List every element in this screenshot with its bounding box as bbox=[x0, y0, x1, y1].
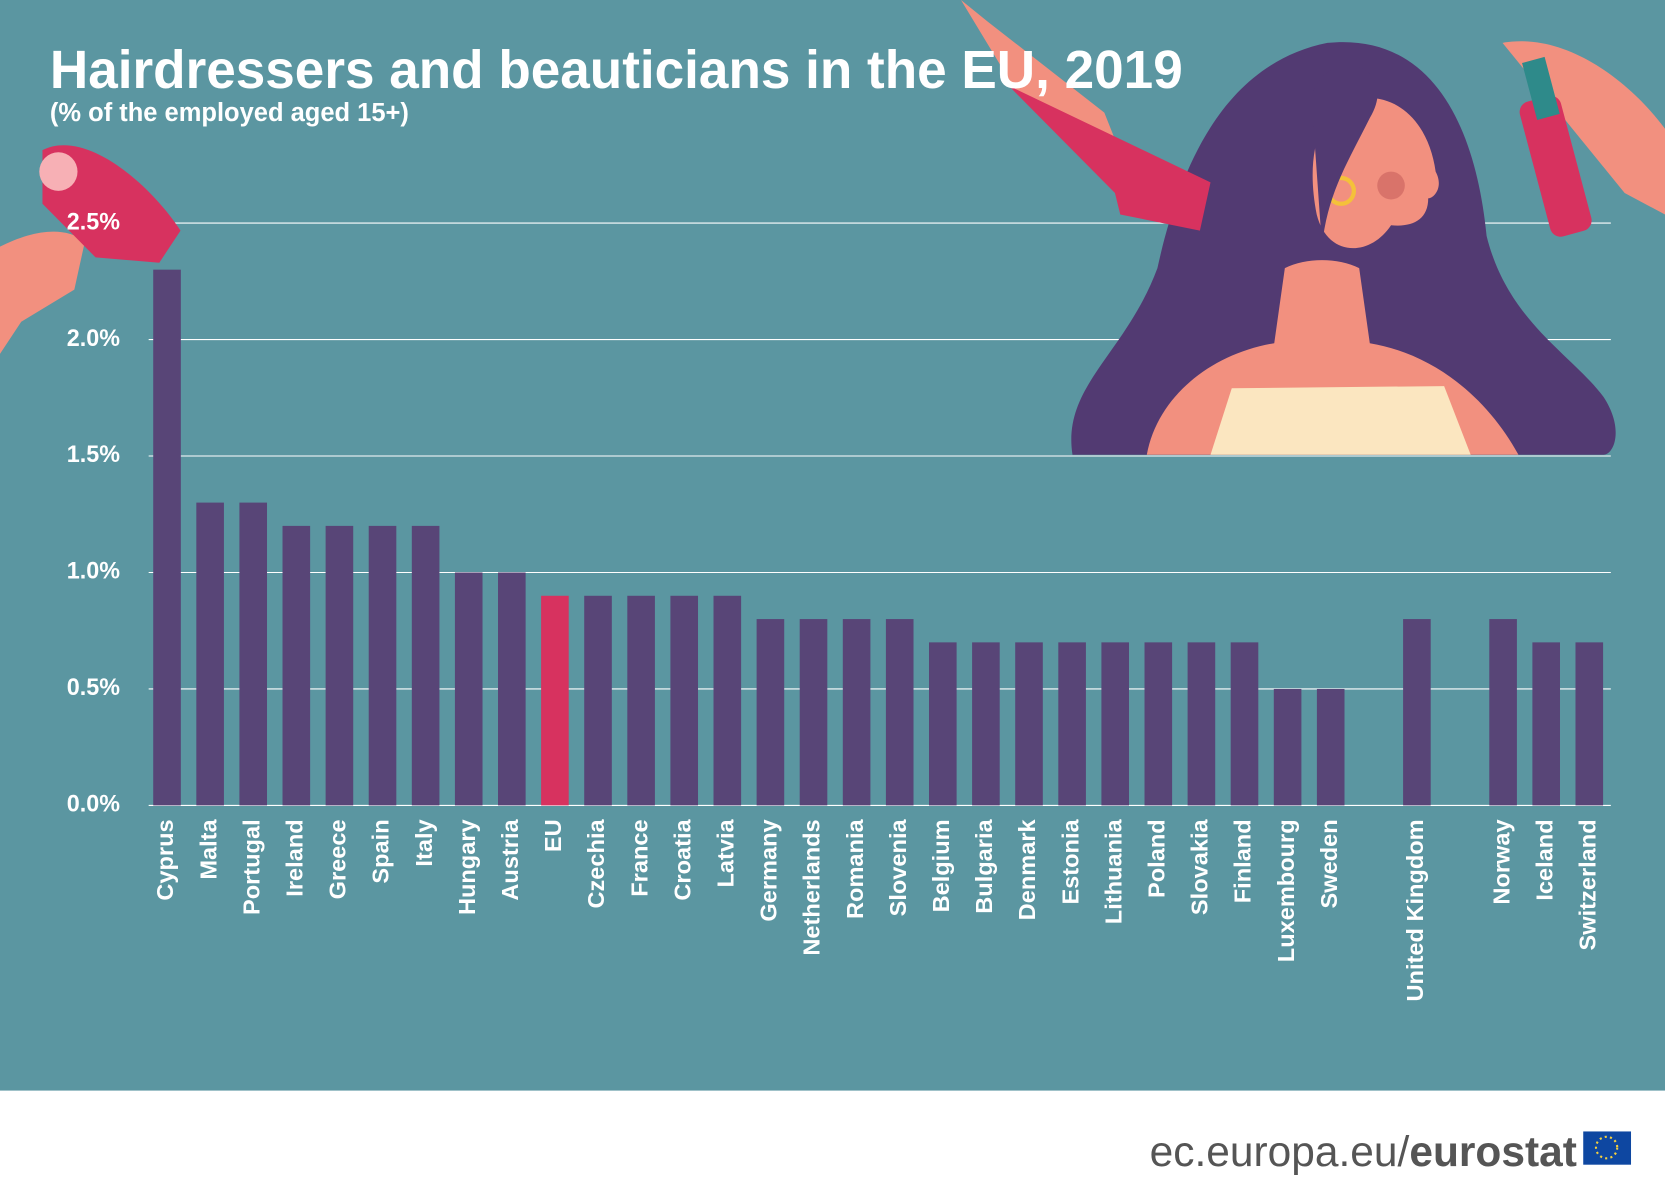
bar bbox=[1187, 642, 1216, 806]
bar bbox=[584, 595, 612, 806]
x-tick-label: Czechia bbox=[583, 818, 609, 908]
y-tick-label: 0.5% bbox=[67, 674, 120, 700]
bar bbox=[454, 572, 483, 806]
x-tick-label: Austria bbox=[497, 818, 523, 900]
x-tick-label: Denmark bbox=[1014, 818, 1040, 920]
x-tick-label: France bbox=[626, 819, 652, 896]
bar bbox=[1489, 619, 1517, 806]
bar bbox=[541, 595, 569, 806]
x-tick-label: Iceland bbox=[1531, 819, 1557, 900]
illustration bbox=[0, 0, 1665, 455]
x-tick-label: Italy bbox=[411, 819, 437, 866]
bar bbox=[196, 502, 224, 806]
x-tick-label: Finland bbox=[1230, 819, 1256, 903]
x-tick-label: Sweden bbox=[1316, 819, 1342, 908]
x-tick-label: Netherlands bbox=[799, 819, 825, 955]
bar bbox=[368, 525, 397, 806]
bar bbox=[1316, 688, 1345, 806]
bar bbox=[799, 619, 828, 806]
footer-background bbox=[0, 1090, 1665, 1184]
bar bbox=[1230, 642, 1259, 806]
bar bbox=[670, 595, 699, 806]
bar bbox=[1273, 688, 1302, 806]
bar bbox=[972, 642, 1000, 806]
x-tick-label: Belgium bbox=[928, 819, 954, 912]
bar bbox=[929, 642, 957, 806]
bar bbox=[239, 502, 268, 806]
x-tick-label: Slovakia bbox=[1187, 818, 1213, 915]
footer-brand: eurostat bbox=[1409, 1128, 1577, 1176]
bar bbox=[411, 525, 440, 806]
x-tick-label: United Kingdom bbox=[1402, 819, 1428, 1001]
chart-title: Hairdressers and beauticians in the EU, … bbox=[50, 41, 1183, 100]
x-tick-label: Portugal bbox=[238, 819, 264, 915]
y-tick-label: 2.0% bbox=[67, 325, 120, 351]
x-tick-label: Malta bbox=[195, 818, 221, 879]
x-tick-label: EU bbox=[540, 819, 566, 852]
bars: 0.0% 0.5% 1.0% 1.5% 2.0% 2.5% Cyprus Malta Portu… bbox=[67, 208, 1604, 1001]
footer-source: ec.europa.eu/eurostat bbox=[1150, 1128, 1577, 1176]
x-tick-label: Romania bbox=[842, 818, 868, 919]
x-tick-label: Hungary bbox=[454, 819, 480, 915]
bar bbox=[713, 595, 742, 806]
bar bbox=[1144, 642, 1173, 806]
x-tick-label: Spain bbox=[368, 819, 394, 883]
x-tick-label: Bulgaria bbox=[971, 818, 997, 913]
bar bbox=[1575, 642, 1604, 806]
footer-domain: ec.europa.eu/ bbox=[1150, 1128, 1410, 1176]
x-tick-label: Norway bbox=[1488, 819, 1514, 904]
eu-flag-stars bbox=[1594, 1135, 1619, 1160]
bar bbox=[756, 619, 785, 806]
x-tick-label: Greece bbox=[325, 819, 351, 899]
bar bbox=[885, 619, 914, 806]
bar bbox=[1101, 642, 1130, 806]
y-tick-label: 1.0% bbox=[67, 558, 120, 584]
eu-flag bbox=[1583, 1131, 1632, 1165]
bar bbox=[627, 595, 655, 806]
x-tick-label: Croatia bbox=[669, 818, 695, 900]
bar bbox=[282, 525, 311, 806]
y-tick-label: 2.5% bbox=[67, 208, 120, 234]
y-tick-label: 1.5% bbox=[67, 441, 120, 467]
x-tick-label: Slovenia bbox=[885, 818, 911, 916]
x-tick-label: Ireland bbox=[282, 819, 308, 896]
bar bbox=[325, 525, 354, 806]
x-tick-label: Luxembourg bbox=[1273, 819, 1299, 962]
y-tick-label: 0.0% bbox=[67, 791, 120, 817]
x-tick-label: Lithuania bbox=[1100, 818, 1126, 924]
bar bbox=[842, 619, 871, 806]
x-tick-label: Estonia bbox=[1057, 818, 1083, 904]
x-tick-label: Latvia bbox=[713, 818, 739, 887]
bar bbox=[1532, 642, 1561, 806]
bar bbox=[1058, 642, 1086, 806]
chart-subtitle: (% of the employed aged 15+) bbox=[50, 99, 409, 127]
x-tick-label: Poland bbox=[1144, 819, 1170, 898]
bar bbox=[1403, 619, 1431, 806]
bar bbox=[153, 269, 181, 806]
x-tick-label: Switzerland bbox=[1575, 819, 1601, 950]
x-tick-label: Germany bbox=[756, 819, 782, 921]
x-tick-label: Cyprus bbox=[152, 819, 178, 900]
bar bbox=[498, 572, 526, 806]
bar bbox=[1015, 642, 1043, 806]
